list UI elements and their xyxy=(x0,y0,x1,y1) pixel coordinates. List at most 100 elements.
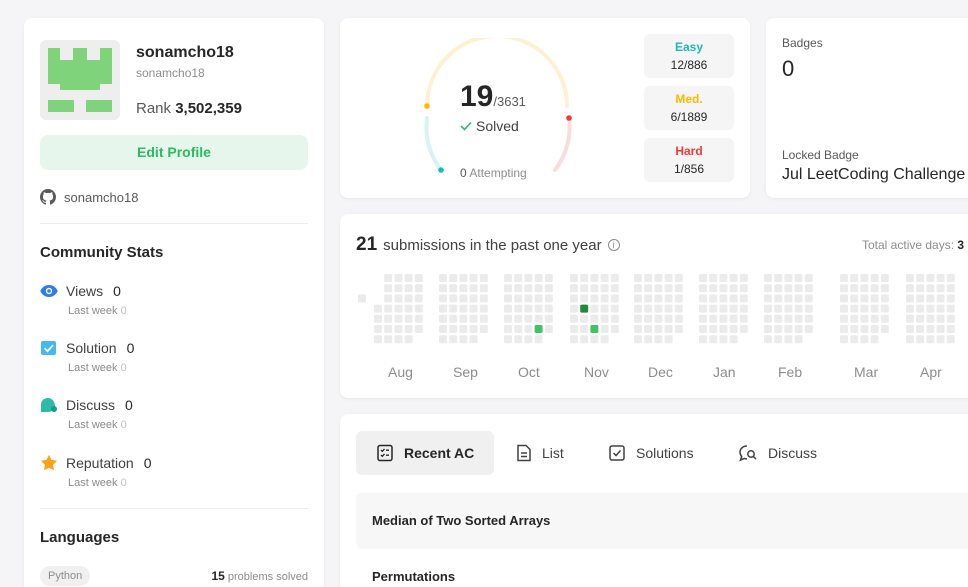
heatmap-cell[interactable] xyxy=(414,274,423,282)
heatmap-cell[interactable] xyxy=(544,314,553,323)
heatmap-cell[interactable] xyxy=(590,274,599,282)
heatmap-cell[interactable] xyxy=(504,335,512,344)
heatmap-cell[interactable] xyxy=(514,335,523,344)
heatmap-cell[interactable] xyxy=(524,274,533,282)
heatmap-cell[interactable] xyxy=(664,314,673,323)
heatmap-cell[interactable] xyxy=(439,284,447,293)
heatmap-cell[interactable] xyxy=(644,314,653,323)
heatmap-cell[interactable] xyxy=(590,325,599,333)
heatmap-cell[interactable] xyxy=(926,325,935,333)
heatmap-cell[interactable] xyxy=(840,294,848,303)
heatmap-cell[interactable] xyxy=(479,314,488,323)
heatmap-cell[interactable] xyxy=(926,274,935,282)
heatmap-cell[interactable] xyxy=(580,294,589,303)
heatmap-cell[interactable] xyxy=(784,314,793,323)
heatmap-cell[interactable] xyxy=(479,325,488,333)
heatmap-cell[interactable] xyxy=(936,274,945,282)
heatmap-cell[interactable] xyxy=(524,335,533,344)
heatmap-cell[interactable] xyxy=(544,304,553,313)
heatmap-cell[interactable] xyxy=(709,335,718,344)
heatmap-cell[interactable] xyxy=(634,304,642,313)
heatmap-cell[interactable] xyxy=(414,294,423,303)
heatmap-cell[interactable] xyxy=(784,304,793,313)
heatmap-cell[interactable] xyxy=(374,325,382,333)
heatmap-cell[interactable] xyxy=(850,284,859,293)
heatmap-cell[interactable] xyxy=(469,304,478,313)
heatmap-cell[interactable] xyxy=(544,325,553,333)
heatmap-cell[interactable] xyxy=(449,335,458,344)
heatmap-cell[interactable] xyxy=(610,314,619,323)
heatmap-cell[interactable] xyxy=(719,284,728,293)
heatmap-cell[interactable] xyxy=(580,284,589,293)
heatmap-cell[interactable] xyxy=(600,314,609,323)
heatmap-cell[interactable] xyxy=(664,294,673,303)
heatmap-cell[interactable] xyxy=(870,304,879,313)
heatmap-cell[interactable] xyxy=(719,335,728,344)
heatmap-cell[interactable] xyxy=(774,314,783,323)
heatmap-cell[interactable] xyxy=(439,304,447,313)
heatmap-cell[interactable] xyxy=(840,284,848,293)
heatmap-cell[interactable] xyxy=(374,335,382,344)
heatmap-cell[interactable] xyxy=(404,314,413,323)
heatmap-cell[interactable] xyxy=(459,325,468,333)
heatmap-cell[interactable] xyxy=(794,304,803,313)
heatmap-cell[interactable] xyxy=(570,314,578,323)
heatmap-cell[interactable] xyxy=(936,325,945,333)
heatmap-cell[interactable] xyxy=(729,325,738,333)
heatmap-cell[interactable] xyxy=(850,314,859,323)
heatmap-cell[interactable] xyxy=(634,284,642,293)
heatmap-cell[interactable] xyxy=(840,335,848,344)
heatmap-cell[interactable] xyxy=(449,304,458,313)
heatmap-cell[interactable] xyxy=(906,274,914,282)
heatmap-cell[interactable] xyxy=(840,325,848,333)
heatmap-cell[interactable] xyxy=(774,284,783,293)
heatmap-cell[interactable] xyxy=(384,294,393,303)
edit-profile-button[interactable]: Edit Profile xyxy=(40,135,308,170)
heatmap-cell[interactable] xyxy=(719,314,728,323)
heatmap-cell[interactable] xyxy=(514,314,523,323)
heatmap-cell[interactable] xyxy=(926,294,935,303)
heatmap-cell[interactable] xyxy=(394,325,403,333)
heatmap-cell[interactable] xyxy=(534,304,543,313)
heatmap-cell[interactable] xyxy=(804,274,813,282)
heatmap-cell[interactable] xyxy=(850,335,859,344)
heatmap-cell[interactable] xyxy=(850,274,859,282)
heatmap-cell[interactable] xyxy=(534,314,543,323)
heatmap-cell[interactable] xyxy=(729,314,738,323)
tab-discuss[interactable]: Discuss xyxy=(718,431,837,475)
heatmap-cell[interactable] xyxy=(794,274,803,282)
heatmap-cell[interactable] xyxy=(374,304,382,313)
heatmap-cell[interactable] xyxy=(804,325,813,333)
tab-solutions[interactable]: Solutions xyxy=(588,431,714,475)
heatmap-cell[interactable] xyxy=(664,284,673,293)
heatmap-cell[interactable] xyxy=(414,304,423,313)
heatmap-cell[interactable] xyxy=(794,335,803,344)
heatmap-cell[interactable] xyxy=(719,304,728,313)
heatmap-cell[interactable] xyxy=(414,284,423,293)
heatmap-cell[interactable] xyxy=(774,325,783,333)
heatmap-cell[interactable] xyxy=(784,274,793,282)
heatmap-cell[interactable] xyxy=(784,294,793,303)
heatmap-cell[interactable] xyxy=(514,294,523,303)
heatmap-cell[interactable] xyxy=(916,335,925,344)
heatmap-cell[interactable] xyxy=(384,304,393,313)
heatmap-cell[interactable] xyxy=(840,304,848,313)
heatmap-cell[interactable] xyxy=(634,325,642,333)
heatmap-cell[interactable] xyxy=(404,284,413,293)
heatmap-cell[interactable] xyxy=(394,304,403,313)
heatmap-cell[interactable] xyxy=(774,304,783,313)
heatmap-cell[interactable] xyxy=(804,304,813,313)
heatmap-cell[interactable] xyxy=(590,294,599,303)
heatmap-cell[interactable] xyxy=(709,325,718,333)
heatmap-cell[interactable] xyxy=(764,294,772,303)
heatmap-cell[interactable] xyxy=(870,314,879,323)
heatmap-cell[interactable] xyxy=(739,314,748,323)
heatmap-cell[interactable] xyxy=(479,294,488,303)
heatmap-cell[interactable] xyxy=(664,325,673,333)
heatmap-cell[interactable] xyxy=(926,304,935,313)
heatmap-cell[interactable] xyxy=(784,284,793,293)
heatmap-cell[interactable] xyxy=(469,314,478,323)
heatmap-cell[interactable] xyxy=(916,284,925,293)
heatmap-cell[interactable] xyxy=(654,335,663,344)
heatmap-cell[interactable] xyxy=(936,284,945,293)
